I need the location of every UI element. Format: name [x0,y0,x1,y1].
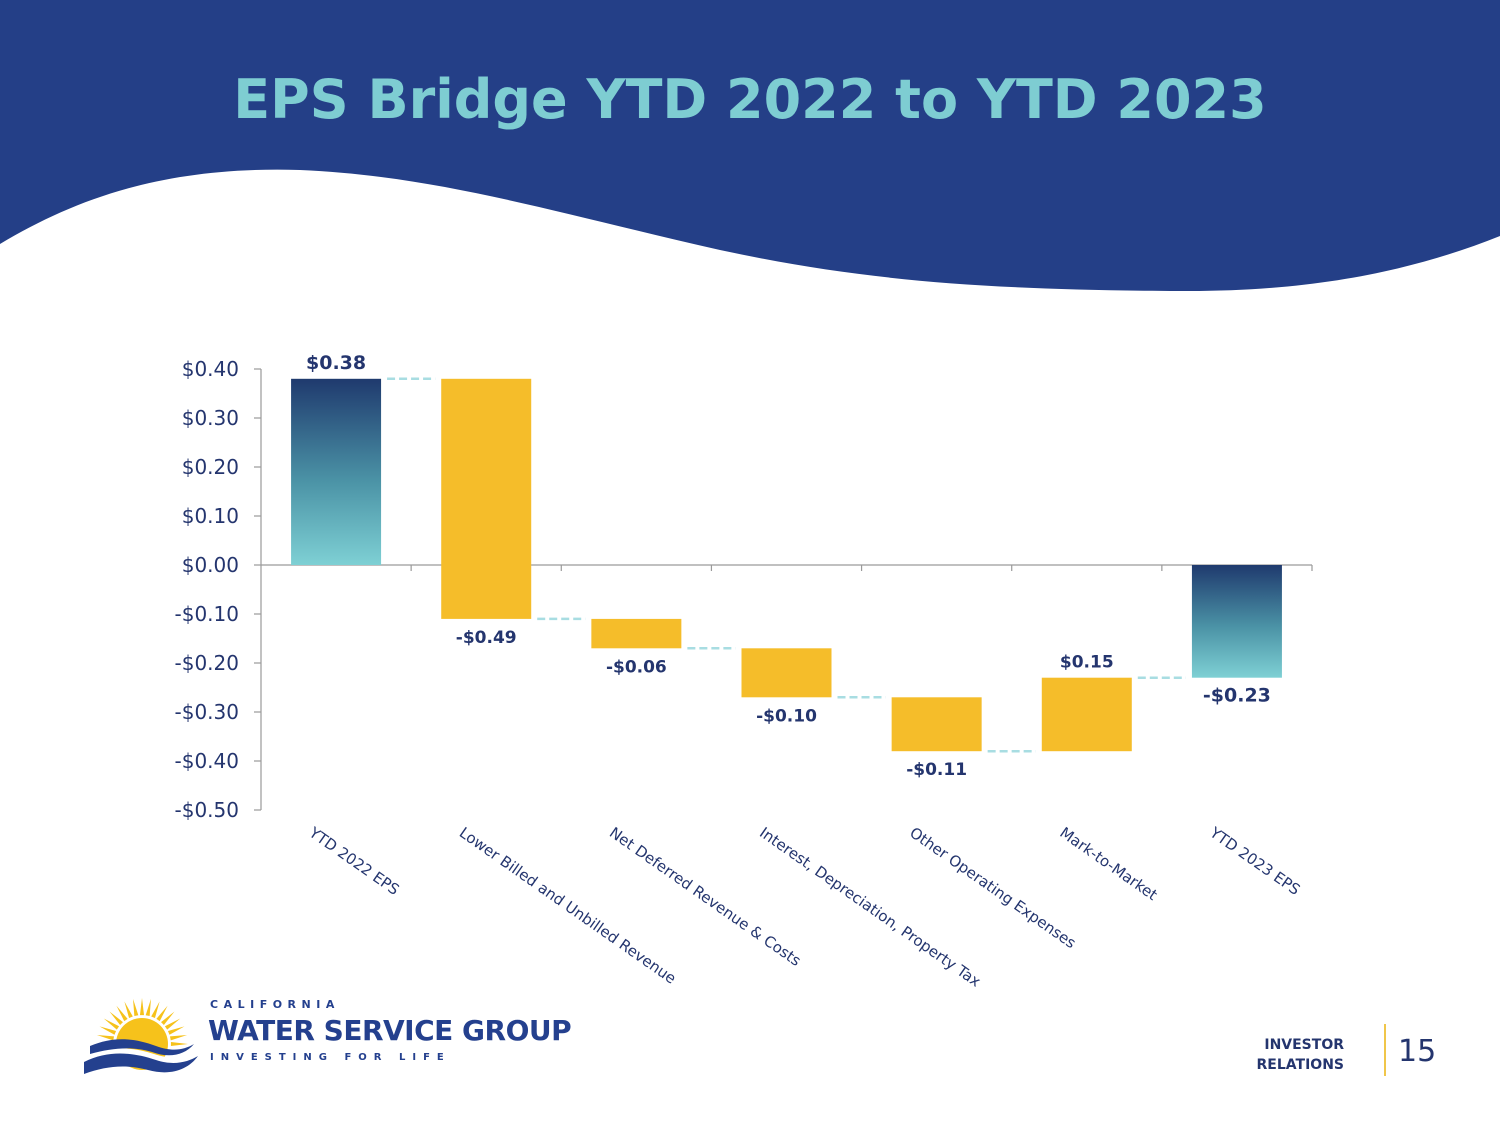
data-label-4: -$0.11 [906,760,967,780]
logo-top-text: CALIFORNIA [210,998,340,1011]
data-label-5: $0.15 [1060,653,1114,673]
sun-ray-icon [116,1005,128,1022]
sun-ray-icon [124,1001,133,1019]
sun-ray-icon [167,1026,185,1035]
header-wave-background [0,0,1500,292]
y-tick-label: -$0.50 [175,798,239,822]
bar-2 [591,618,682,649]
investor-relations-line1: INVESTOR [1264,1037,1344,1053]
sun-ray-icon [103,1018,120,1030]
y-tick-label: $0.30 [182,406,239,430]
footer-investor-relations: INVESTOR RELATIONS 15 [1257,1024,1470,1080]
category-label-0: YTD 2022 EPS [305,823,403,899]
sun-ray-icon [169,1035,188,1041]
investor-relations-line2: RELATIONS [1256,1057,1344,1073]
investor-relations-label: INVESTOR RELATIONS [1257,1035,1344,1075]
bar-0 [291,378,382,565]
eps-waterfall-chart: $0.40 $0.30 $0.20 $0.10 $0.00 -$0.10 -$0.20 -$0… [175,352,1313,991]
data-label-2: -$0.06 [606,657,667,677]
y-tick-label: $0.00 [182,553,239,577]
bar-1 [441,378,532,619]
page-number: 15 [1398,1034,1437,1069]
slide-title: EPS Bridge YTD 2022 to YTD 2023 [233,68,1267,131]
logo-tagline: INVESTING FOR LIFE [210,1052,451,1063]
category-label-4: Other Operating Expenses [906,824,1079,953]
sun-ray-icon [133,998,139,1017]
sun-ray-icon [170,1041,188,1047]
sun-ray-icon [164,1018,181,1030]
category-label-6: YTD 2023 EPS [1206,823,1304,899]
logo-main-text: WATER SERVICE GROUP [208,1014,572,1047]
bar-6 [1191,565,1282,678]
bar-5 [1041,677,1132,752]
bar-3 [741,648,832,698]
y-tick-label: -$0.20 [175,651,239,675]
company-logo: CALIFORNIA WATER SERVICE GROUP INVESTING… [76,988,596,1080]
y-tick-label: -$0.10 [175,602,239,626]
sun-ray-icon [151,1001,160,1019]
sun-ray-icon [139,998,145,1016]
bar-4 [891,697,982,752]
y-tick-label: -$0.40 [175,749,239,773]
footer-divider [1384,1024,1386,1076]
y-tick-label: $0.20 [182,455,239,479]
y-tick-label: -$0.30 [175,700,239,724]
sun-ray-icon [109,1011,123,1025]
data-label-6: -$0.23 [1203,685,1271,707]
data-label-0: $0.38 [306,352,366,374]
sun-ray-icon [156,1005,168,1022]
sun-ray-icon [145,998,151,1017]
sun-ray-icon [161,1011,175,1025]
sun-wave-logo-icon [82,998,200,1074]
data-label-3: -$0.10 [756,706,817,726]
sun-ray-icon [96,1035,115,1041]
sun-ray-icon [99,1026,117,1035]
data-label-1: -$0.49 [456,628,517,648]
y-tick-label: $0.40 [182,357,239,381]
category-label-5: Mark-to-Market [1056,824,1160,905]
y-tick-label: $0.10 [182,504,239,528]
